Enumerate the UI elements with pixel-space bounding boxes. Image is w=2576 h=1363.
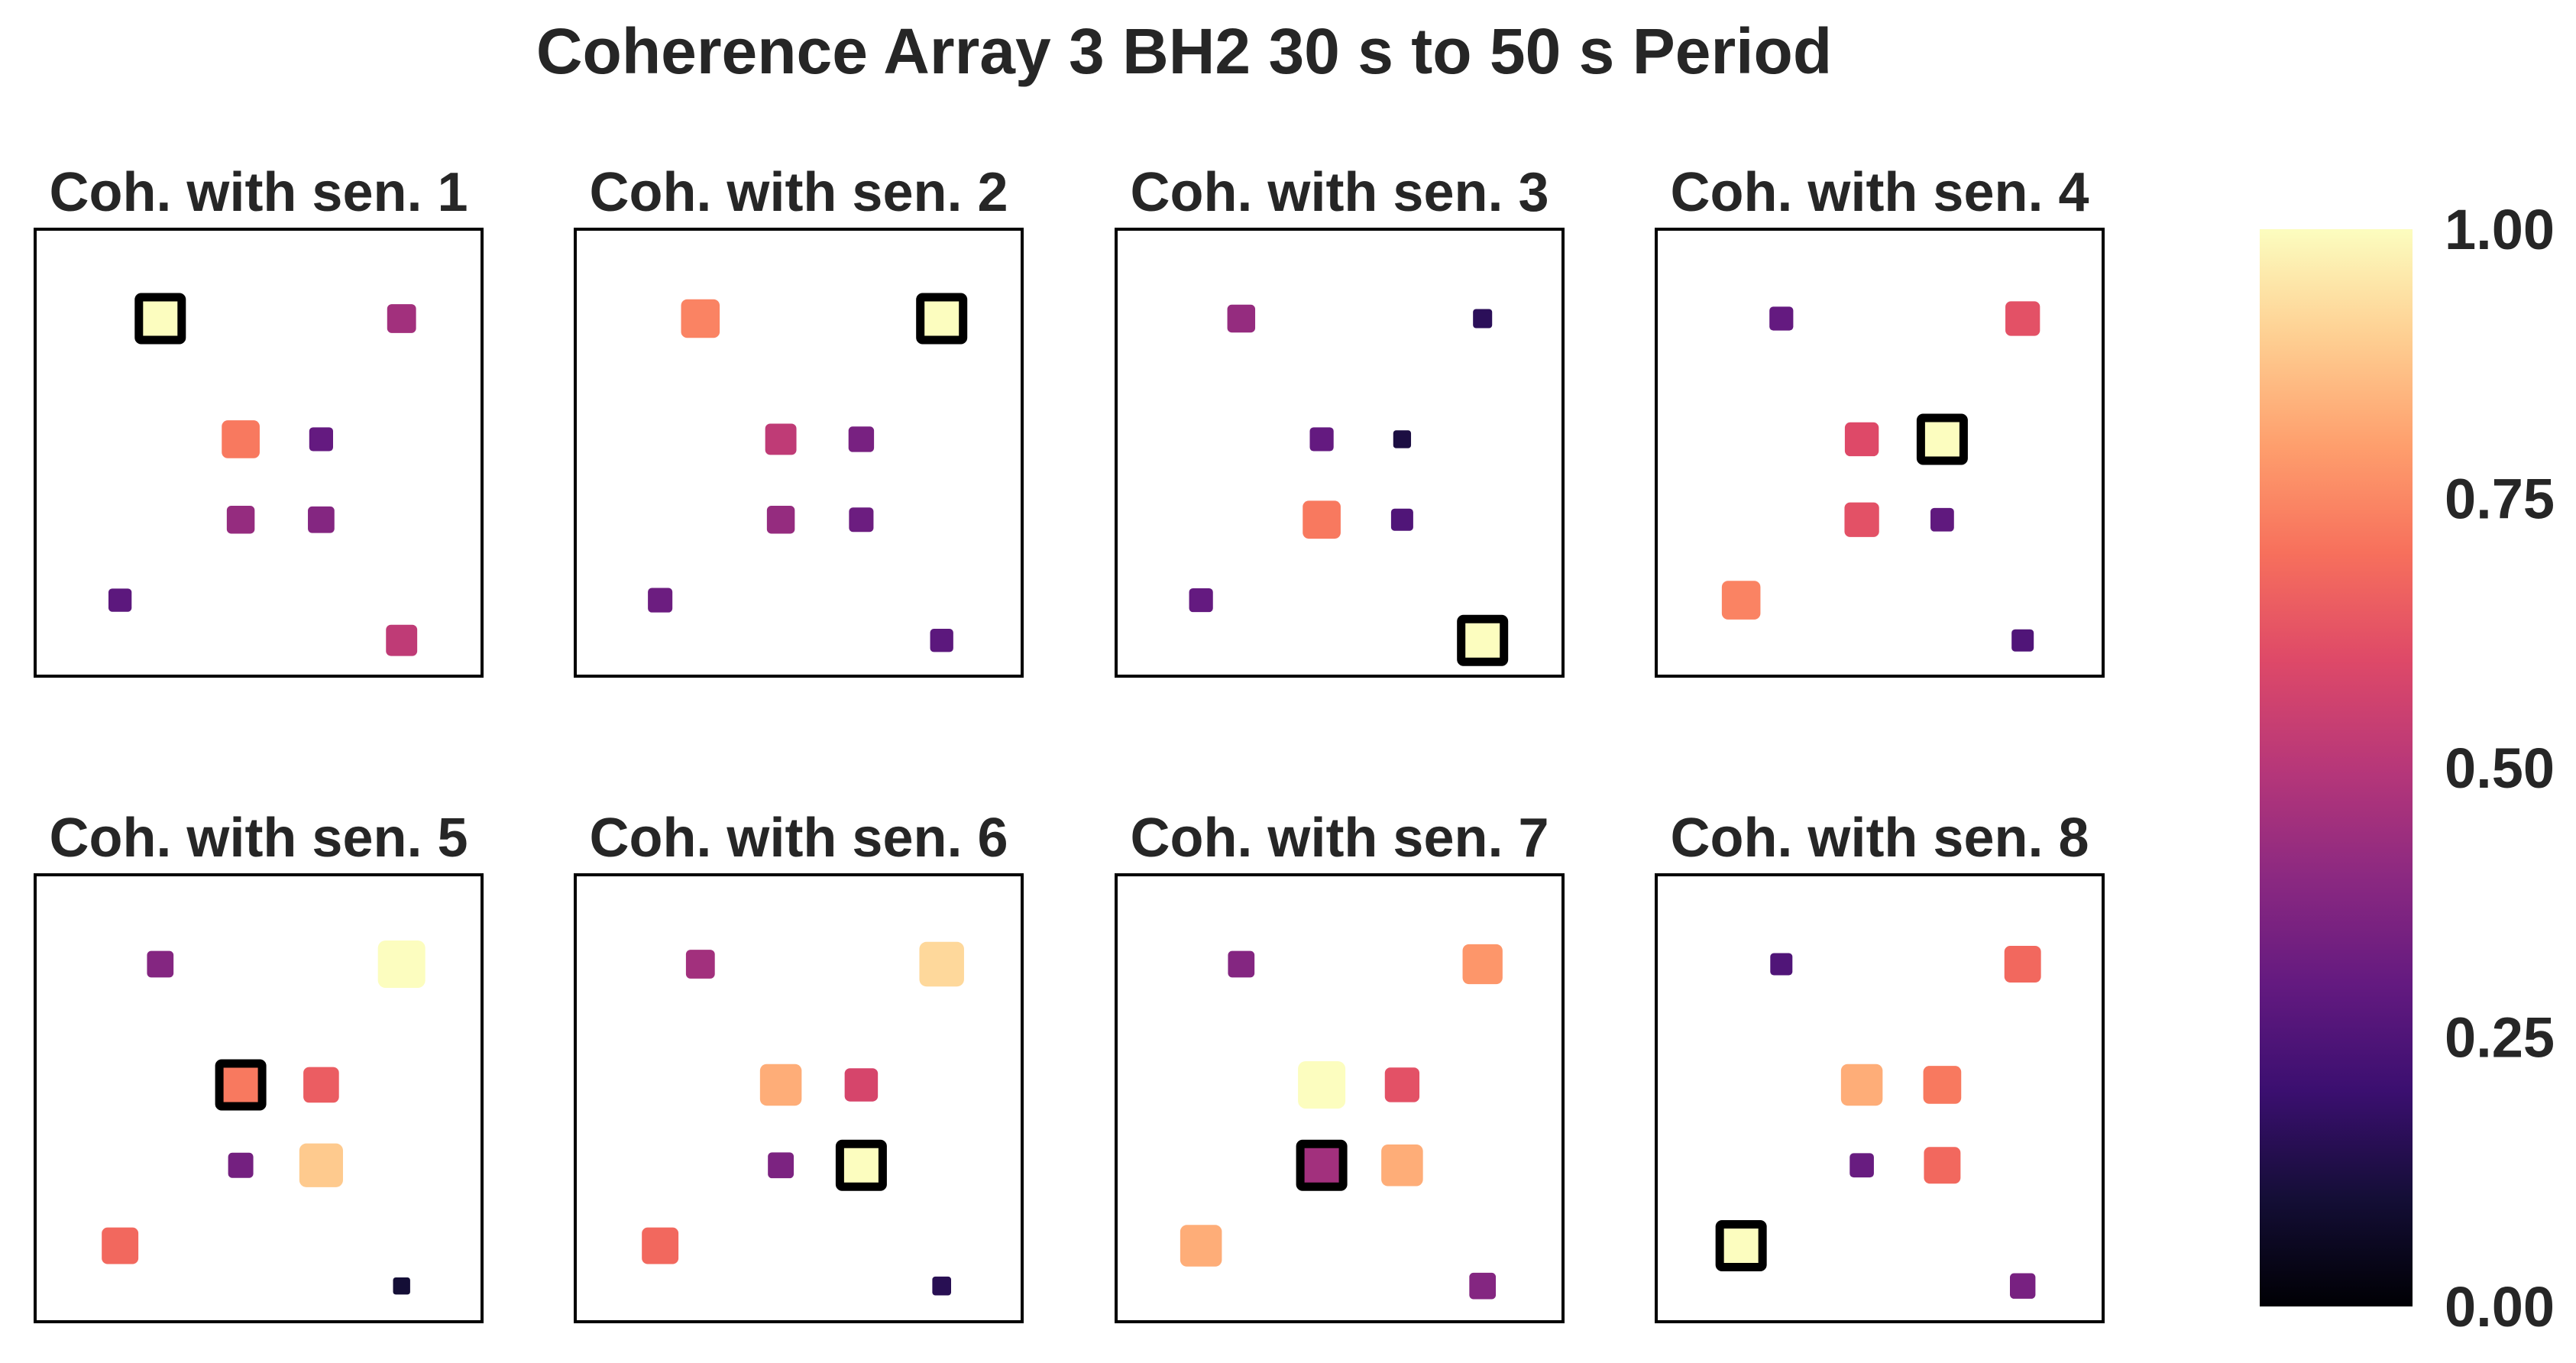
sensor-marker-2 bbox=[2005, 301, 2040, 336]
panel-title: Coh. with sen. 7 bbox=[1130, 808, 1549, 869]
panel-title: Coh. with sen. 8 bbox=[1670, 808, 2089, 869]
sensor-marker-8 bbox=[1721, 581, 1761, 620]
sensor-marker-4 bbox=[303, 1067, 339, 1103]
sensor-marker-6 bbox=[299, 1143, 343, 1187]
sensor-marker-8 bbox=[1189, 588, 1213, 613]
sensor-marker-8 bbox=[1180, 1225, 1222, 1267]
sensor-marker-3 bbox=[386, 624, 418, 656]
sensor-marker-8 bbox=[102, 1227, 139, 1264]
reference-sensor-marker bbox=[1916, 413, 1968, 465]
sensor-marker-8 bbox=[108, 588, 132, 612]
panel-sensor-6: Coh. with sen. 6 bbox=[574, 808, 1024, 1323]
panel-frame bbox=[1115, 228, 1565, 678]
sensor-marker-3 bbox=[930, 629, 953, 652]
sensor-marker-5 bbox=[765, 423, 797, 455]
sensor-marker-3 bbox=[2011, 629, 2034, 652]
colorbar-tick-label: 0.00 bbox=[2445, 1275, 2555, 1339]
sensor-marker-2 bbox=[1473, 309, 1493, 329]
panel-sensor-2: Coh. with sen. 2 bbox=[574, 162, 1024, 678]
panels-group: Coh. with sen. 1 Coh. with sen. 2 Coh. wit… bbox=[34, 162, 2105, 1323]
panel-title: Coh. with sen. 3 bbox=[1130, 162, 1549, 223]
panel-sensor-1: Coh. with sen. 1 bbox=[34, 162, 484, 678]
sensor-marker-6 bbox=[1924, 1147, 1961, 1184]
reference-sensor-marker bbox=[1715, 1220, 1767, 1272]
colorbar-tick-label: 0.25 bbox=[2445, 1006, 2555, 1070]
sensor-marker-1 bbox=[1770, 953, 1793, 976]
sensor-marker-2 bbox=[2004, 946, 2041, 983]
sensor-marker-1 bbox=[1227, 304, 1256, 333]
panel-title: Coh. with sen. 2 bbox=[589, 162, 1008, 223]
reference-sensor-marker bbox=[916, 293, 968, 345]
panel-title: Coh. with sen. 5 bbox=[49, 808, 468, 869]
sensor-marker-6 bbox=[1381, 1144, 1423, 1187]
colorbar-tick-label: 0.75 bbox=[2445, 468, 2555, 531]
sensor-marker-5 bbox=[1844, 422, 1879, 457]
sensor-marker-5 bbox=[1840, 1064, 1883, 1106]
reference-sensor-marker bbox=[215, 1059, 267, 1111]
panel-sensor-8: Coh. with sen. 8 bbox=[1655, 808, 2105, 1323]
sensor-marker-6 bbox=[308, 506, 335, 533]
sensor-marker-6 bbox=[1390, 508, 1413, 531]
sensor-marker-2 bbox=[1462, 944, 1503, 985]
sensor-marker-7 bbox=[768, 1152, 794, 1179]
sensor-marker-4 bbox=[844, 1068, 879, 1102]
reference-sensor-marker bbox=[835, 1139, 887, 1191]
panel-sensor-4: Coh. with sen. 4 bbox=[1655, 162, 2105, 678]
sensor-marker-3 bbox=[393, 1277, 410, 1295]
colorbar-gradient bbox=[2260, 229, 2413, 1306]
colorbar-tick-label: 1.00 bbox=[2445, 198, 2555, 261]
sensor-marker-3 bbox=[932, 1276, 951, 1296]
sensor-marker-4 bbox=[309, 427, 333, 452]
colorbar-ticks: 0.00 0.25 0.50 0.75 1.00 bbox=[2445, 198, 2555, 1339]
sensor-marker-1 bbox=[147, 950, 174, 978]
sensor-marker-4 bbox=[1923, 1066, 1962, 1104]
sensor-marker-2 bbox=[919, 941, 964, 987]
sensor-marker-5 bbox=[759, 1064, 802, 1106]
sensor-marker-7 bbox=[1849, 1153, 1874, 1178]
sensor-marker-3 bbox=[1469, 1272, 1497, 1300]
sensor-marker-5 bbox=[1298, 1060, 1346, 1109]
figure-title: Coherence Array 3 BH2 30 s to 50 s Perio… bbox=[536, 15, 1832, 87]
sensor-marker-1 bbox=[681, 299, 720, 338]
reference-sensor-marker bbox=[1296, 1139, 1348, 1191]
panel-sensor-5: Coh. with sen. 5 bbox=[34, 808, 484, 1323]
sensor-marker-6 bbox=[1930, 507, 1954, 532]
colorbar-tick-label: 0.50 bbox=[2445, 737, 2555, 800]
panel-sensor-7: Coh. with sen. 7 bbox=[1115, 808, 1565, 1323]
sensor-marker-1 bbox=[1228, 950, 1255, 978]
sensor-marker-5 bbox=[1309, 427, 1334, 452]
sensor-marker-2 bbox=[377, 941, 426, 988]
reference-sensor-marker bbox=[1457, 614, 1509, 666]
panel-title: Coh. with sen. 4 bbox=[1670, 162, 2089, 223]
sensor-marker-7 bbox=[1844, 502, 1879, 537]
sensor-marker-1 bbox=[685, 950, 715, 979]
sensor-marker-7 bbox=[228, 1152, 254, 1178]
reference-sensor-marker bbox=[134, 293, 186, 345]
sensor-marker-7 bbox=[226, 506, 255, 534]
sensor-marker-8 bbox=[642, 1227, 679, 1264]
sensor-marker-2 bbox=[387, 304, 416, 333]
sensor-marker-3 bbox=[2010, 1273, 2036, 1299]
sensor-marker-1 bbox=[1769, 306, 1794, 331]
panel-title: Coh. with sen. 6 bbox=[589, 808, 1008, 869]
sensor-marker-7 bbox=[1303, 500, 1341, 539]
sensor-marker-4 bbox=[848, 426, 875, 452]
sensor-marker-4 bbox=[1393, 430, 1412, 448]
panel-sensor-3: Coh. with sen. 3 bbox=[1115, 162, 1565, 678]
panel-title: Coh. with sen. 1 bbox=[49, 162, 468, 223]
sensor-marker-7 bbox=[766, 506, 795, 534]
sensor-marker-5 bbox=[222, 420, 260, 458]
sensor-marker-6 bbox=[849, 507, 874, 533]
sensor-marker-8 bbox=[648, 588, 673, 613]
sensor-marker-4 bbox=[1384, 1067, 1420, 1102]
colorbar: 0.00 0.25 0.50 0.75 1.00 bbox=[2260, 198, 2555, 1339]
